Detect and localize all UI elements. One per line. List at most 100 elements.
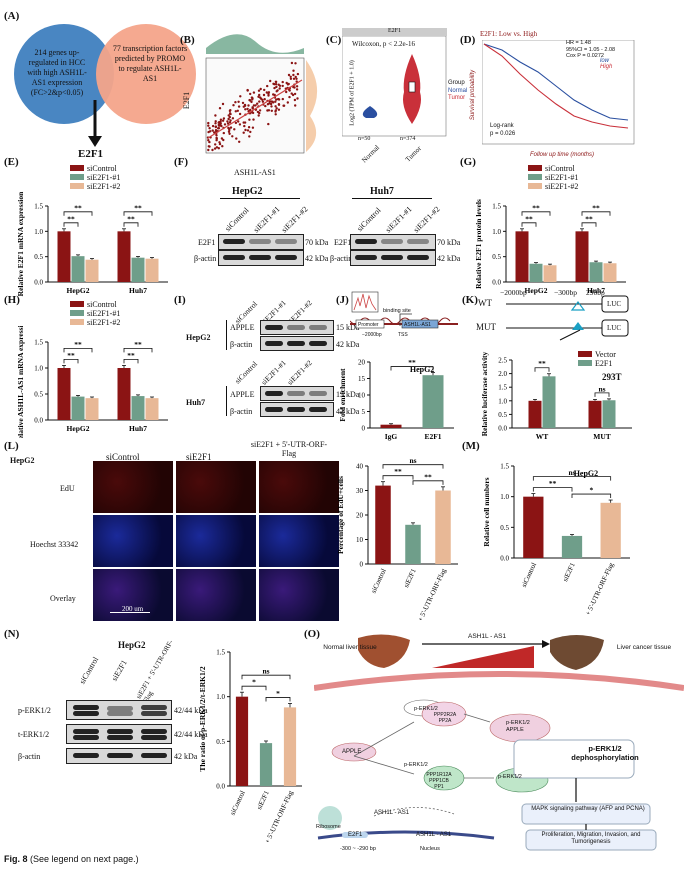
- scatter-point: [296, 97, 299, 100]
- scatter-point: [231, 117, 235, 120]
- scatter-point: [269, 79, 272, 83]
- scatter-point: [292, 77, 296, 80]
- scatter-point: [281, 97, 284, 101]
- scatter-point: [258, 109, 262, 112]
- scatter-point: [214, 143, 217, 146]
- panel-label-m: (M): [462, 440, 480, 452]
- o-ribosome: Ribosome: [316, 824, 341, 830]
- edu-image-r3-c1: [92, 568, 174, 622]
- chart-G-bar: [589, 262, 603, 282]
- o-pp1: PPP1R12A PPP1CB PP1: [426, 772, 452, 790]
- scatter-point: [281, 84, 284, 88]
- legend-e: siControl siE2F1-#1 siE2F1-#2: [70, 164, 120, 191]
- edu-cell: HepG2: [10, 456, 35, 465]
- chart-M-bar: [561, 535, 583, 558]
- scatter-point: [243, 124, 246, 128]
- chart-L-bar: [435, 490, 451, 564]
- scatter-point: [218, 141, 221, 144]
- scatter-point: [290, 92, 293, 95]
- blot-i-lanes-2: siControl siE2F1-#1 siE2F1-#2: [232, 356, 314, 386]
- blot-n-size-perk: 42/44 kDa: [174, 706, 208, 715]
- edu-image-r2-c3: [258, 514, 340, 568]
- panel-label-l: (L): [4, 440, 19, 452]
- chart-H-bar: [145, 398, 159, 420]
- scatter-point: [238, 123, 242, 126]
- scatter-point: [244, 108, 247, 111]
- panel-label-a: (A): [4, 10, 20, 22]
- panel-label-b: (B): [180, 34, 195, 46]
- panel-label-c: (C): [326, 34, 342, 46]
- o-ash-gene: ASH1L - AS1: [416, 832, 452, 838]
- chart-H-bar: [131, 396, 145, 420]
- scatter-point: [288, 95, 291, 99]
- scatter-plot: [205, 34, 318, 154]
- scatter-point: [293, 98, 297, 102]
- chart-K-sig-label: ns: [598, 384, 605, 393]
- chart-G-ytick-label: 0.5: [492, 253, 501, 261]
- scatter-point: [222, 117, 226, 120]
- chart-L-sig-label: ns: [409, 456, 416, 465]
- venn-result: E2F1: [78, 148, 104, 160]
- legend-k: Vector E2F1: [578, 350, 616, 368]
- chart-K-ylabel: Relative luciferase activity: [480, 351, 489, 436]
- scatter-point: [263, 98, 266, 101]
- legend-h-2: siE2F1-#2: [70, 318, 120, 327]
- luc-mut-label: MUT: [476, 322, 496, 332]
- chart-H-bar: [117, 368, 131, 420]
- scatter-trend-line: [207, 79, 303, 139]
- blot-f-cell-1: HepG2: [232, 186, 263, 197]
- figure-caption-label: Fig. 8: [4, 854, 28, 864]
- legend-g: siControl siE2F1-#1 siE2F1-#2: [528, 164, 578, 191]
- chart-H-sig-bracket: [123, 359, 139, 364]
- scatter-point: [250, 96, 254, 99]
- chart-n: 0.0 0.5 1.0 1.5 The ratio of p-ERK1/2/t-ERK1…: [198, 649, 302, 842]
- venn-right-text: 77 transcription factors predicted by PR…: [112, 44, 188, 83]
- chart-N-ytick-label: 0.0: [216, 783, 225, 791]
- blot-i1-row-apple: APPLE: [230, 323, 255, 332]
- scatter-point: [246, 129, 250, 132]
- scatter-point: [251, 126, 255, 129]
- scatter-point: [272, 82, 275, 85]
- scatter-point: [275, 107, 278, 110]
- scatter-point: [249, 130, 252, 134]
- panel-label-o: (O): [304, 628, 320, 640]
- chart-E-sig-label: **: [127, 214, 135, 223]
- luc-cell: 293T: [602, 372, 622, 382]
- chart-M-ytick-label: 1.5: [500, 463, 509, 471]
- chart-N-xtick-label: siE2F1: [255, 789, 271, 811]
- edu-image-r1-c2: [175, 460, 257, 514]
- luciferase-diagram: [506, 295, 629, 341]
- scatter-point: [295, 77, 298, 80]
- scatter-point: [256, 102, 259, 105]
- panel-label-f: (F): [174, 156, 189, 168]
- scatter-point: [285, 90, 288, 94]
- legend-k-1: E2F1: [578, 359, 616, 368]
- chart-E-bar: [57, 231, 71, 282]
- chart-J-ytick-label: 10: [358, 392, 366, 400]
- edu-row-3: Overlay: [50, 594, 76, 603]
- chart-H-bar: [71, 396, 85, 420]
- chart-E-sig-bracket: [123, 211, 153, 216]
- scatter-point: [229, 119, 232, 122]
- chart-G-sig-bracket: [521, 222, 537, 227]
- scatter-point: [262, 93, 266, 97]
- chart-H-ylabel: Relative ASH1L-AS1 mRNA expression: [16, 326, 25, 438]
- scatter-point: [234, 110, 237, 113]
- chart-H-sig-label: **: [127, 351, 135, 360]
- scatter-point: [259, 96, 262, 99]
- chart-g: 0.0 0.5 1.0 1.5 Relative E2F1 protein levels…: [474, 199, 626, 295]
- chart-L-xtick-label: siControl: [370, 567, 388, 594]
- scatter-point: [295, 88, 299, 91]
- chart-L-ytick-label: 10: [356, 536, 364, 544]
- chart-E-bar: [71, 256, 85, 282]
- blot-f2-row-actin: β-actin: [330, 254, 353, 263]
- dephos-box: [513, 739, 635, 779]
- chart-M-ytick-label: 0.0: [500, 555, 509, 563]
- scatter-point: [248, 135, 251, 138]
- violin-header: E2F1: [342, 28, 447, 36]
- scatter-point: [221, 145, 224, 148]
- legend-e-1: siE2F1-#1: [70, 173, 120, 182]
- edu-image-r1-c3: [258, 460, 340, 514]
- scatter-point: [277, 97, 280, 101]
- scatter-point: [222, 131, 225, 135]
